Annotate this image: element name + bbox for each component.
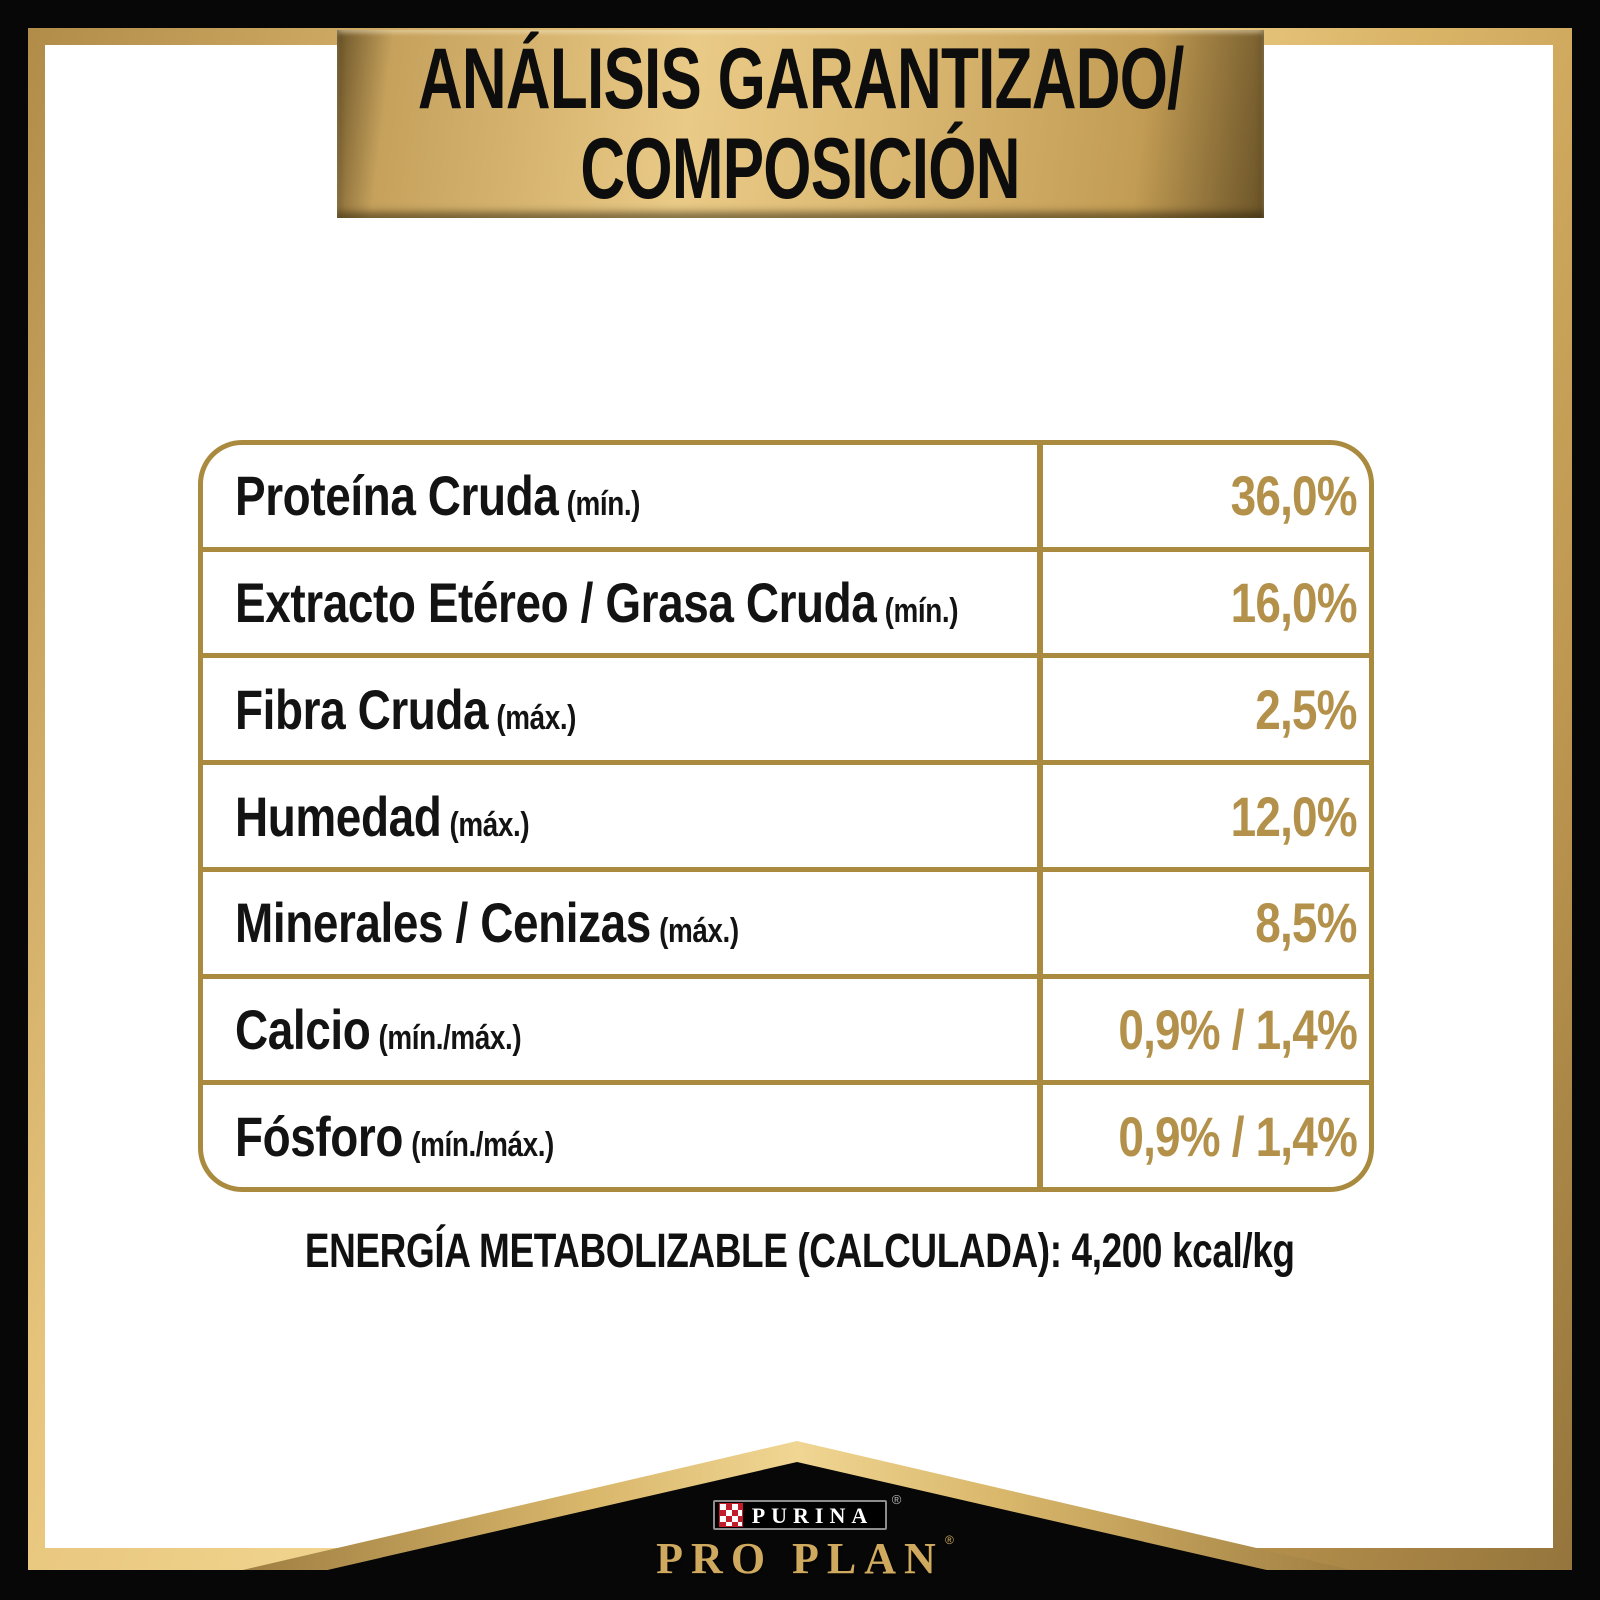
row-label-cell: Calcio (mín./máx.)	[203, 978, 1043, 1081]
row-value-cell: 2,5%	[1043, 658, 1369, 760]
row-label-cell: Proteína Cruda (mín.)	[203, 445, 1043, 547]
table-row: Extracto Etéreo / Grasa Cruda (mín.) 16,0…	[203, 546, 1369, 654]
title-line-1: ANÁLISIS GARANTIZADO/	[417, 31, 1184, 127]
row-value: 0,9% / 1,4%	[1118, 997, 1357, 1061]
row-value-cell: 8,5%	[1043, 872, 1369, 974]
row-qualifier: (mín.)	[884, 592, 959, 631]
proplan-wordmark: PRO PLAN	[656, 1534, 944, 1583]
row-label-cell: Fósforo (mín./máx.)	[203, 1085, 1043, 1187]
row-qualifier: (máx.)	[659, 912, 739, 951]
row-value: 0,9% / 1,4%	[1118, 1104, 1357, 1168]
proplan-row: PRO PLAN ®	[656, 1533, 954, 1583]
row-value: 2,5%	[1255, 677, 1358, 741]
row-value-cell: 12,0%	[1043, 765, 1369, 867]
row-value: 36,0%	[1230, 464, 1358, 528]
row-value-cell: 16,0%	[1043, 552, 1369, 654]
purina-checkerboard-icon	[718, 1503, 743, 1527]
purina-wordmark: PURINA	[751, 1503, 874, 1528]
purina-logo-box: PURINA ®	[712, 1492, 901, 1530]
table-row: Minerales / Cenizas (máx.) 8,5%	[203, 866, 1369, 974]
registered-mark: ®	[891, 1492, 902, 1507]
row-label: Fósforo	[235, 1104, 404, 1168]
row-label: Proteína Cruda	[235, 464, 559, 528]
row-value: 12,0%	[1230, 784, 1358, 848]
row-label-cell: Extracto Etéreo / Grasa Cruda (mín.)	[203, 551, 1043, 654]
table-row: Fósforo (mín./máx.) 0,9% / 1,4%	[203, 1080, 1369, 1187]
title-banner: ANÁLISIS GARANTIZADO/ COMPOSICIÓN	[337, 30, 1264, 218]
row-qualifier: (máx.)	[496, 698, 577, 737]
row-value-cell: 36,0%	[1043, 445, 1369, 547]
row-label: Calcio	[235, 997, 371, 1061]
table-row: Calcio (mín./máx.) 0,9% / 1,4%	[203, 973, 1369, 1081]
row-label: Minerales / Cenizas	[235, 891, 651, 955]
row-value-cell: 0,9% / 1,4%	[1043, 979, 1369, 1081]
registered-mark: ®	[944, 1533, 954, 1547]
row-label: Extracto Etéreo / Grasa Cruda	[235, 571, 877, 635]
energy-note: ENERGÍA METABOLIZABLE (CALCULADA): 4,200…	[305, 1225, 1295, 1278]
row-label-cell: Minerales / Cenizas (máx.)	[203, 871, 1043, 974]
content-area	[45, 45, 1553, 1548]
table-row: Proteína Cruda (mín.) 36,0%	[203, 445, 1369, 547]
row-label: Humedad	[235, 784, 442, 848]
row-label-cell: Fibra Cruda (máx.)	[203, 658, 1043, 761]
row-qualifier: (máx.)	[449, 805, 530, 844]
table-row: Fibra Cruda (máx.) 2,5%	[203, 653, 1369, 761]
row-value: 16,0%	[1230, 571, 1358, 635]
row-label: Fibra Cruda	[235, 677, 489, 741]
title-line-2: COMPOSICIÓN	[580, 121, 1021, 217]
row-value: 8,5%	[1255, 891, 1358, 955]
row-qualifier: (mín./máx.)	[378, 1018, 522, 1057]
table-row: Humedad (máx.) 12,0%	[203, 760, 1369, 867]
analysis-table: Proteína Cruda (mín.) 36,0% Extracto Etér…	[198, 440, 1374, 1192]
row-label-cell: Humedad (máx.)	[203, 765, 1043, 867]
row-qualifier: (mín.)	[566, 485, 641, 524]
row-qualifier: (mín./máx.)	[411, 1125, 554, 1164]
brand-lockup: PURINA ® PRO PLAN ®	[0, 1492, 1600, 1583]
row-value-cell: 0,9% / 1,4%	[1043, 1085, 1369, 1187]
